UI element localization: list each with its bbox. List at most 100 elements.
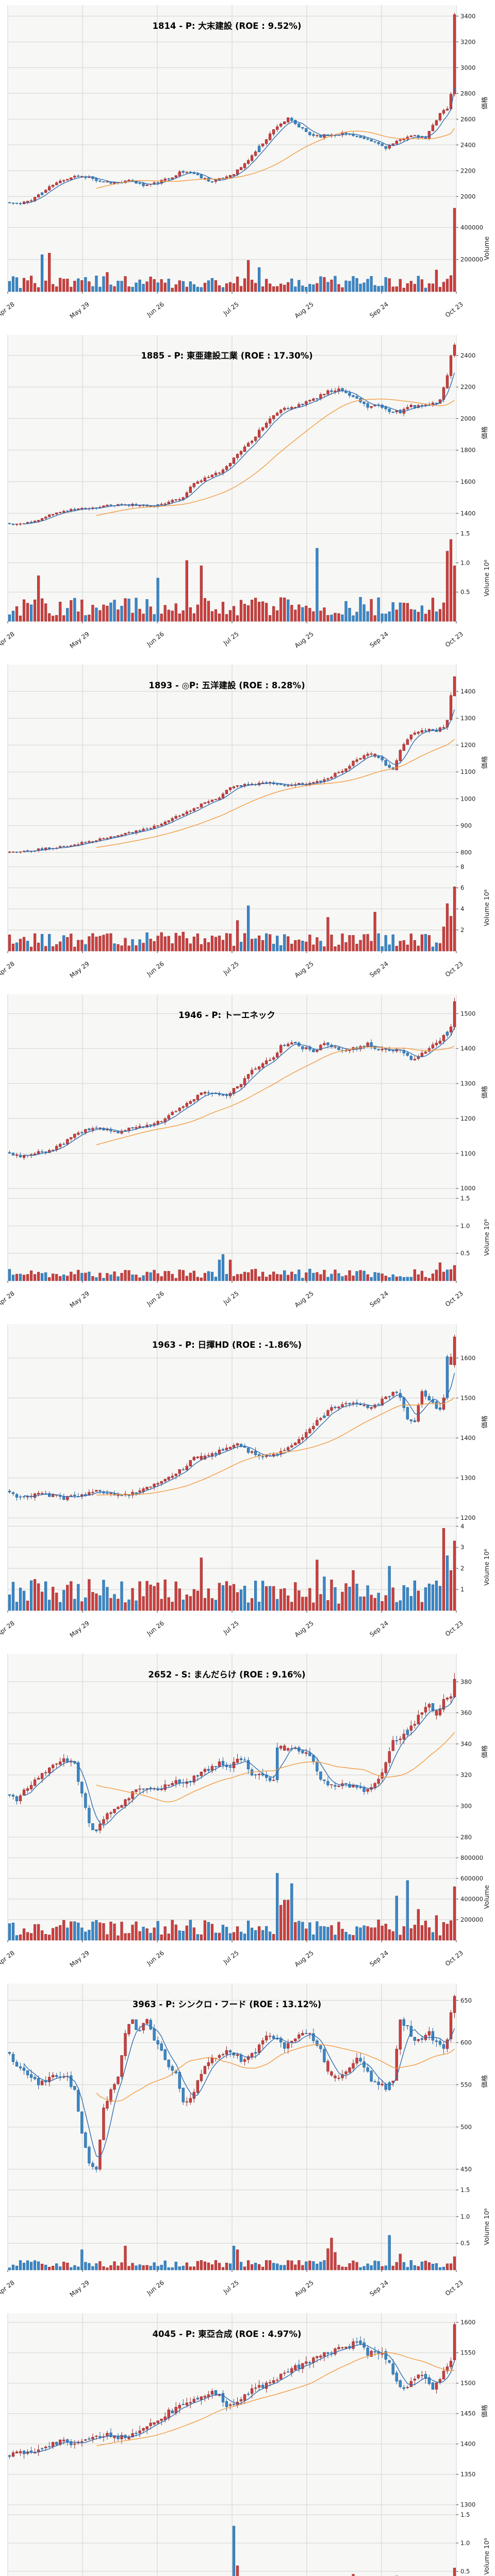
- volume-bar: [203, 2261, 206, 2270]
- volume-bar: [192, 1589, 195, 1611]
- volume-bar: [124, 1602, 127, 1611]
- candle-body: [117, 1495, 120, 1496]
- volume-bar: [319, 1926, 322, 1941]
- volume-bar: [138, 1581, 141, 1611]
- volume-bar: [348, 935, 351, 952]
- volume-bar: [117, 1935, 120, 1941]
- volume-bar: [334, 1935, 337, 1941]
- x-tick-label: Jun 26: [145, 2279, 166, 2297]
- candle-body: [449, 355, 453, 376]
- price-tick-label: 2600: [460, 115, 475, 123]
- candle-body: [124, 833, 127, 835]
- candle-body: [160, 1481, 163, 1484]
- volume-bar: [84, 1931, 87, 1941]
- volume-bar: [438, 943, 442, 952]
- volume-bar: [156, 578, 159, 622]
- candlestick-plot-1885: Apr 28 May 29 Jun 26 Jul 25 Aug 25 Sep 24 Oct …: [0, 335, 490, 650]
- volume-bar: [196, 2261, 199, 2270]
- candle-body: [91, 841, 94, 842]
- volume-bar: [236, 1592, 239, 1611]
- volume-tick-label: 0.5: [460, 1250, 470, 1257]
- volume-bar: [55, 615, 58, 622]
- x-tick-label: Aug 25: [293, 1949, 315, 1968]
- candle-body: [236, 454, 239, 458]
- x-tick-label: Jun 26: [145, 960, 166, 978]
- volume-bar: [210, 2264, 214, 2270]
- volume-bar: [84, 277, 87, 292]
- volume-bar: [308, 1588, 311, 1611]
- candle-body: [228, 2050, 232, 2053]
- candle-body: [406, 2387, 409, 2388]
- candle-body: [178, 171, 181, 176]
- volume-bar: [44, 1272, 47, 1281]
- volume-bar: [239, 1274, 243, 1281]
- candle-body: [254, 151, 257, 156]
- volume-bar: [305, 941, 308, 952]
- volume-bar: [279, 1589, 283, 1611]
- x-tick-label: Oct 23: [444, 1290, 465, 1308]
- volume-bar: [59, 1925, 62, 1941]
- candle-body: [19, 1795, 22, 1801]
- candle-body: [156, 1483, 159, 1485]
- volume-bar: [210, 278, 214, 292]
- volume-bar: [406, 1880, 409, 1941]
- volume-bar: [453, 208, 456, 292]
- volume-bar: [330, 935, 333, 952]
- volume-bar: [218, 1933, 221, 1941]
- volume-bar: [373, 615, 376, 622]
- volume-bar: [214, 937, 218, 952]
- volume-bar: [399, 2253, 402, 2270]
- candle-body: [265, 1774, 268, 1778]
- candle-body: [218, 178, 221, 181]
- candle-body: [323, 1415, 326, 1418]
- candle-body: [381, 143, 384, 146]
- candle-body: [424, 1707, 427, 1713]
- candle-body: [142, 2023, 145, 2030]
- candle-body: [326, 2352, 329, 2354]
- volume-bar: [153, 2262, 156, 2270]
- volume-bar: [316, 1560, 319, 1611]
- volume-bar: [163, 2260, 167, 2270]
- volume-bar: [391, 934, 394, 952]
- candle-body: [316, 135, 319, 137]
- volume-bar: [109, 602, 112, 622]
- price-axis-label: 価格: [481, 96, 488, 110]
- candle-body: [192, 808, 195, 811]
- volume-bar: [200, 1934, 203, 1941]
- volume-bar: [192, 2266, 195, 2270]
- candle-body: [449, 2361, 453, 2367]
- candle-body: [362, 1787, 366, 1792]
- volume-bar: [250, 1927, 254, 1941]
- volume-bar: [348, 1586, 351, 1611]
- volume-bar: [203, 598, 206, 622]
- volume-bar: [66, 1276, 69, 1281]
- candle-body: [442, 1699, 446, 1710]
- candle-body: [171, 500, 174, 502]
- volume-bar: [221, 1585, 225, 1611]
- candle-body: [15, 202, 19, 204]
- candle-body: [174, 1780, 177, 1784]
- volume-bar: [26, 1274, 29, 1281]
- candle-body: [138, 2030, 141, 2031]
- volume-bar: [399, 279, 402, 292]
- candle-body: [221, 2393, 225, 2402]
- volume-bar: [250, 939, 254, 952]
- candle-body: [246, 1760, 250, 1770]
- candle-body: [106, 2100, 109, 2109]
- volume-axis-label: Volume 10⁶: [483, 1219, 490, 1256]
- candle-body: [77, 2090, 80, 2112]
- candle-body: [19, 2066, 22, 2069]
- x-tick-label: May 29: [69, 2279, 91, 2298]
- candle-body: [446, 2039, 449, 2049]
- candle-body: [66, 1139, 69, 1145]
- volume-bar: [48, 934, 51, 952]
- candle-body: [446, 375, 449, 388]
- volume-bar: [218, 1260, 221, 1281]
- candle-body: [359, 1404, 362, 1405]
- volume-bar: [73, 2265, 76, 2270]
- candle-body: [138, 2430, 141, 2434]
- volume-bar: [221, 602, 225, 622]
- volume-bar: [228, 2263, 232, 2270]
- candle-body: [135, 181, 138, 184]
- volume-bar: [413, 1269, 416, 1281]
